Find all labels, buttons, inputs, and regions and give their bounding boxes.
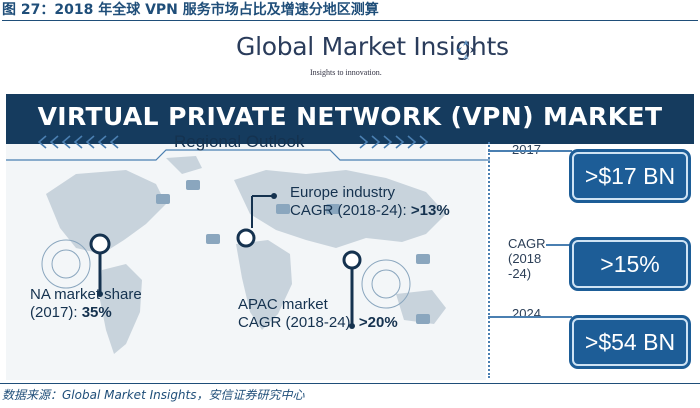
na-share-label: (2017): (30, 304, 82, 321)
timeline-year-2024: 2024 (512, 306, 541, 321)
na-share-value: 35% (81, 304, 112, 321)
na-label: NA market share (30, 286, 142, 303)
source-note: 数据来源：Global Market Insights，安信证券研究中心 (2, 388, 305, 402)
apac-cagr-value: >20% (358, 314, 398, 331)
apac-label: APAC market (238, 296, 328, 313)
europe-cagr-label: CAGR (2018-24): (290, 202, 411, 219)
europe-cagr-line: CAGR (2018-24): >13% (290, 202, 450, 220)
connector-cagr (546, 244, 572, 246)
timeline-cagr-label: CAGR (508, 236, 546, 251)
world-map-graphic (41, 156, 446, 354)
europe-annotation: Europe industry CAGR (2018-24): >13% (290, 184, 450, 220)
regional-outlook-bar (6, 128, 490, 168)
banner: VIRTUAL PRIVATE NETWORK (VPN) MARKET (6, 94, 694, 144)
world-map (6, 144, 486, 380)
regional-outlook-label: Regional Outlook (174, 132, 305, 151)
timeline-year-2017: 2017 (512, 142, 541, 157)
banner-title: VIRTUAL PRIVATE NETWORK (VPN) MARKET (37, 102, 663, 131)
na-share-line: (2017): 35% (30, 304, 142, 322)
connector-2024 (488, 316, 572, 318)
apac-cagr-label: CAGR (2018-24): (238, 314, 359, 331)
europe-cagr-value: >13% (410, 202, 450, 219)
stat-cagr-value: >15% (572, 240, 688, 288)
na-annotation: NA market share (2017): 35% (30, 286, 142, 322)
stat-2024-value: >$54 BN (572, 318, 688, 366)
connector-2017 (488, 150, 572, 152)
timeline-cagr-range-end: -24) (508, 266, 532, 281)
apac-cagr-line: CAGR (2018-24): >20% (238, 314, 398, 332)
regional-chevrons (6, 135, 490, 161)
infographic-panel: Global Market Insights Insights to innov… (6, 24, 694, 380)
logo-name: Global Market Insights (236, 32, 509, 61)
source-divider (0, 383, 700, 384)
logo-tagline: Insights to innovation. (310, 68, 382, 77)
timeline-line (488, 142, 490, 378)
logo: Global Market Insights Insights to innov… (220, 24, 509, 88)
timeline-cagr: CAGR (2018 -24) (508, 236, 546, 281)
europe-label: Europe industry (290, 184, 396, 201)
apac-annotation: APAC market CAGR (2018-24): >20% (238, 296, 398, 332)
logo-mark-icon (456, 40, 476, 60)
figure-title: 图 27：2018 年全球 VPN 服务市场占比及增速分地区测算 (2, 0, 698, 21)
timeline-cagr-range: (2018 (508, 251, 542, 266)
stat-2017-value: >$17 BN (572, 152, 688, 200)
